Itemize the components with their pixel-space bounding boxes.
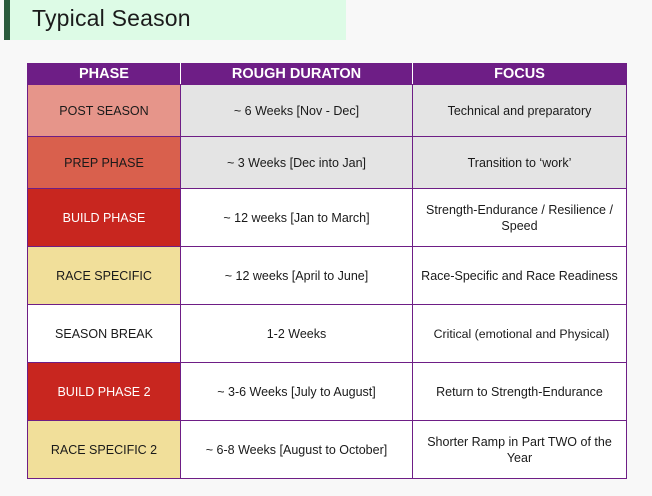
season-table: PHASE ROUGH DURATON FOCUS POST SEASON ~ … [27, 63, 627, 479]
phase-cell: POST SEASON [27, 84, 181, 137]
table-row: SEASON BREAK 1-2 Weeks Critical (emotion… [27, 304, 627, 363]
table-row: PREP PHASE ~ 3 Weeks [Dec into Jan] Tran… [27, 136, 627, 189]
slide-title-banner: Typical Season [4, 0, 346, 40]
phase-cell: PREP PHASE [27, 136, 181, 189]
focus-cell: Strength-Endurance / Resilience / Speed [412, 188, 627, 247]
slide-title: Typical Season [32, 5, 191, 31]
focus-cell: Critical (emotional and Physical) [412, 304, 627, 363]
focus-cell: Transition to ‘work’ [412, 136, 627, 189]
duration-cell: ~ 3 Weeks [Dec into Jan] [180, 136, 413, 189]
duration-cell: ~ 12 weeks [Jan to March] [180, 188, 413, 247]
header-focus: FOCUS [412, 63, 627, 85]
header-phase: PHASE [27, 63, 181, 85]
focus-cell: Shorter Ramp in Part TWO of the Year [412, 420, 627, 479]
phase-cell: RACE SPECIFIC 2 [27, 420, 181, 479]
table-row: RACE SPECIFIC 2 ~ 6-8 Weeks [August to O… [27, 420, 627, 479]
table-header-row: PHASE ROUGH DURATON FOCUS [27, 63, 627, 85]
duration-cell: ~ 6-8 Weeks [August to October] [180, 420, 413, 479]
duration-cell: 1-2 Weeks [180, 304, 413, 363]
phase-cell: SEASON BREAK [27, 304, 181, 363]
focus-cell: Return to Strength-Endurance [412, 362, 627, 421]
phase-cell: BUILD PHASE [27, 188, 181, 247]
focus-cell: Technical and preparatory [412, 84, 627, 137]
phase-cell: RACE SPECIFIC [27, 246, 181, 305]
phase-cell: BUILD PHASE 2 [27, 362, 181, 421]
table-row: BUILD PHASE 2 ~ 3-6 Weeks [July to Augus… [27, 362, 627, 421]
header-duration: ROUGH DURATON [180, 63, 413, 85]
table-row: BUILD PHASE ~ 12 weeks [Jan to March] St… [27, 188, 627, 247]
table-row: RACE SPECIFIC ~ 12 weeks [April to June]… [27, 246, 627, 305]
duration-cell: ~ 12 weeks [April to June] [180, 246, 413, 305]
focus-cell: Race-Specific and Race Readiness [412, 246, 627, 305]
duration-cell: ~ 3-6 Weeks [July to August] [180, 362, 413, 421]
table-row: POST SEASON ~ 6 Weeks [Nov - Dec] Techni… [27, 84, 627, 137]
duration-cell: ~ 6 Weeks [Nov - Dec] [180, 84, 413, 137]
